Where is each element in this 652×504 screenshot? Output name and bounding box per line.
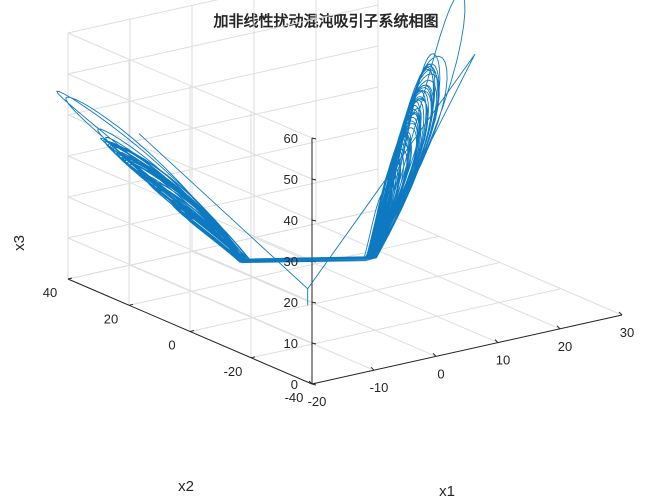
y-tick-label: 40: [43, 285, 57, 300]
grid-line: [67, 237, 313, 344]
y-axis-label: x2: [178, 478, 194, 495]
y-tick: [250, 356, 256, 359]
x-tick: [432, 353, 437, 357]
z-axis-label: x3: [11, 235, 28, 251]
z-tick-label: 40: [284, 213, 298, 228]
x-tick: [308, 380, 313, 385]
x-axis-label: x1: [439, 483, 455, 500]
x-tick: [556, 325, 561, 330]
y-tick: [128, 303, 134, 306]
z-tick-label: 30: [284, 254, 298, 269]
z-tick: [311, 178, 317, 181]
x-tick-label: 20: [558, 339, 572, 354]
z-tick-label: 60: [284, 131, 298, 146]
attractor-trajectory: [56, 0, 476, 306]
x-axis-line: [311, 314, 623, 385]
x-tick: [370, 366, 375, 371]
axes: [67, 137, 623, 386]
grid-line: [189, 262, 501, 332]
z-tick: [311, 342, 317, 345]
tick-labels: -20 -10 0 10 20 30 -40 -20 0 20 40 0 10 20 30 40 50 60: [43, 131, 634, 409]
grid-line: [128, 235, 440, 306]
z-tick: [311, 383, 317, 386]
grid-line: [250, 288, 562, 359]
z-tick: [311, 301, 317, 304]
grid-line: [67, 0, 219, 34]
grid-line: [67, 4, 379, 75]
z-tick-label: 50: [284, 172, 298, 187]
z-tick: [311, 219, 317, 222]
x-tick-label: -20: [308, 394, 327, 409]
grid-line: [67, 168, 379, 239]
z-tick-label: 20: [284, 295, 298, 310]
y-tick-label: -40: [285, 390, 304, 405]
y-tick: [67, 277, 73, 280]
plot-area: [56, 0, 476, 306]
grid-line: [67, 45, 379, 116]
z-tick: [311, 137, 317, 140]
y-tick-label: -20: [224, 364, 243, 379]
y-tick: [189, 330, 195, 332]
grid-line: [67, 196, 313, 303]
chart-title: 加非线性扰动混沌吸引子系统相图: [212, 12, 438, 30]
grid-line: [67, 86, 379, 157]
x-tick-label: 30: [620, 325, 634, 340]
grid-line: [67, 32, 313, 139]
grid-line: [67, 73, 313, 180]
x-tick: [618, 311, 623, 316]
x-tick-label: -10: [370, 380, 389, 395]
x-tick: [494, 339, 499, 343]
grid: [67, 0, 623, 385]
x-tick-label: 0: [437, 366, 444, 381]
grid-line: [67, 127, 379, 198]
y-tick-label: 20: [104, 311, 118, 326]
y-tick-label: 0: [168, 338, 175, 353]
x-tick-label: 10: [496, 353, 510, 368]
z-tick-label: 10: [284, 336, 298, 351]
z-tick-label: 0: [291, 377, 298, 392]
